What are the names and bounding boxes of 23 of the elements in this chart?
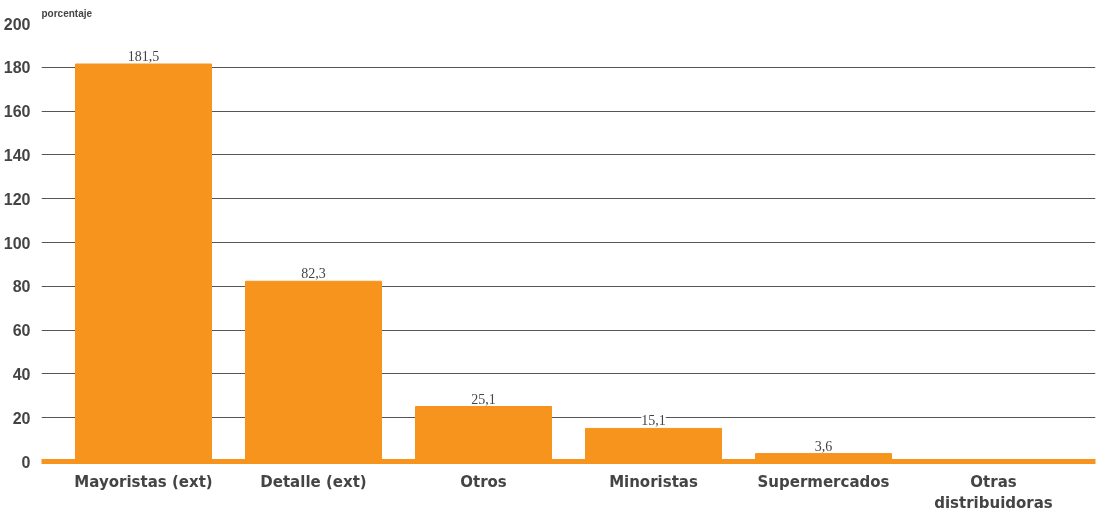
y-tick-label: 160 <box>3 103 31 121</box>
data-label: 15,1 <box>641 413 666 429</box>
x-tick-label: Otras distribuidoras <box>934 472 1053 513</box>
y-tick-label: 140 <box>3 146 31 164</box>
y-tick-label: 100 <box>3 234 31 252</box>
x-tick-label: Supermercados <box>757 472 890 491</box>
y-tick-label: 20 <box>12 409 31 427</box>
x-tick-label: Detalle (ext) <box>260 472 367 491</box>
data-label: 181,5 <box>127 49 160 65</box>
data-label: 25,1 <box>471 391 496 407</box>
x-tick-label: Minoristas <box>609 472 698 491</box>
x-tick-label: Otros <box>460 472 507 491</box>
y-tick-label: 180 <box>3 59 31 77</box>
y-tick-label: 200 <box>3 15 31 33</box>
y-axis-title: porcentaje <box>41 7 93 19</box>
y-tick-label: 60 <box>12 322 31 340</box>
x-tick-label: Mayoristas (ext) <box>74 472 213 491</box>
data-label: 3,6 <box>814 438 833 454</box>
data-label: 82,3 <box>301 266 326 282</box>
y-tick-label: 80 <box>12 278 31 296</box>
y-tick-label: 40 <box>12 365 31 383</box>
y-tick-label: 120 <box>3 190 31 208</box>
y-tick-label: 0 <box>21 453 31 471</box>
